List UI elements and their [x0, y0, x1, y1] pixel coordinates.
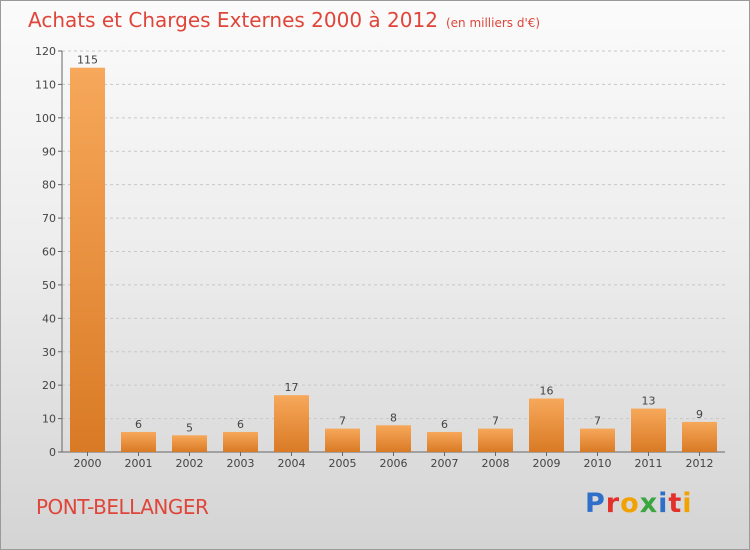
- x-tick-label-2009: 2009: [533, 457, 561, 470]
- data-label-2004: 17: [285, 381, 299, 394]
- x-tick-label-2001: 2001: [125, 457, 153, 470]
- bar-2007: [427, 431, 462, 452]
- bar-2001: [121, 431, 156, 452]
- data-label-2012: 9: [696, 408, 703, 421]
- data-label-2002: 5: [186, 421, 193, 434]
- y-tick-label: 120: [35, 45, 56, 58]
- x-tick-label-2012: 2012: [686, 457, 714, 470]
- bar-2012: [682, 421, 717, 452]
- y-tick-label: 30: [42, 346, 56, 359]
- data-label-2000: 115: [77, 54, 98, 67]
- proxiti-logo: Proxiti: [585, 488, 693, 519]
- y-tick-label: 10: [42, 413, 56, 426]
- data-label-2005: 7: [339, 415, 346, 428]
- data-label-2008: 7: [492, 415, 499, 428]
- x-tick-label-2004: 2004: [278, 457, 306, 470]
- data-label-2009: 16: [540, 385, 554, 398]
- labels: 2000 115 2001 6 2002 5 2003 6 2004 17 2005 7 2006 8 20…: [74, 54, 714, 470]
- axes: 0 10 20 30 40 50 60 70 80 90 100 110 120: [35, 45, 725, 459]
- x-tick-label-2000: 2000: [74, 457, 102, 470]
- bar-2006: [376, 425, 411, 452]
- y-tick-label: 70: [42, 212, 56, 225]
- y-tick-label: 110: [35, 78, 56, 91]
- x-tick-label-2003: 2003: [227, 457, 255, 470]
- x-tick-label-2002: 2002: [176, 457, 204, 470]
- data-label-2011: 13: [642, 395, 656, 408]
- commune-name: PONT-BELLANGER: [36, 495, 209, 519]
- bar-2009: [529, 398, 564, 452]
- x-tick-label-2005: 2005: [329, 457, 357, 470]
- logo-letter: i: [682, 488, 693, 519]
- grid-lines: [62, 50, 725, 420]
- logo-letter: P: [585, 488, 606, 519]
- y-tick-label: 0: [49, 446, 56, 459]
- data-label-2001: 6: [135, 418, 142, 431]
- logo-letter: o: [620, 488, 640, 519]
- x-tick-label-2006: 2006: [380, 457, 408, 470]
- y-tick-label: 60: [42, 246, 56, 259]
- y-tick-label: 100: [35, 112, 56, 125]
- data-label-2006: 8: [390, 411, 397, 424]
- x-tick-label-2007: 2007: [431, 457, 459, 470]
- chart-title: Achats et Charges Externes 2000 à 2012: [28, 8, 438, 32]
- y-tick-label: 20: [42, 379, 56, 392]
- bar-2005: [325, 428, 360, 452]
- y-tick-label: 40: [42, 312, 56, 325]
- data-label-2007: 6: [441, 418, 448, 431]
- y-tick-label: 90: [42, 145, 56, 158]
- bar-2011: [631, 408, 666, 452]
- y-tick-label: 50: [42, 279, 56, 292]
- y-tick-label: 80: [42, 179, 56, 192]
- x-tick-label-2010: 2010: [584, 457, 612, 470]
- logo-letter: r: [605, 488, 621, 519]
- logo-letter: t: [668, 488, 683, 519]
- chart-title-block: Achats et Charges Externes 2000 à 2012 (e…: [28, 8, 540, 32]
- logo-letter: x: [639, 488, 659, 519]
- bar-2003: [223, 431, 258, 452]
- x-tick-label-2011: 2011: [635, 457, 663, 470]
- logo-letter: i: [658, 488, 669, 519]
- bar-2000: [70, 67, 105, 452]
- bar-2010: [580, 428, 615, 452]
- x-tick-label-2008: 2008: [482, 457, 510, 470]
- data-label-2003: 6: [237, 418, 244, 431]
- bar-2008: [478, 428, 513, 452]
- chart-unit: (en milliers d'€): [445, 16, 541, 30]
- bar-2004: [274, 395, 309, 452]
- data-label-2010: 7: [594, 415, 601, 428]
- bars: [70, 67, 717, 452]
- bar-2002: [172, 435, 207, 452]
